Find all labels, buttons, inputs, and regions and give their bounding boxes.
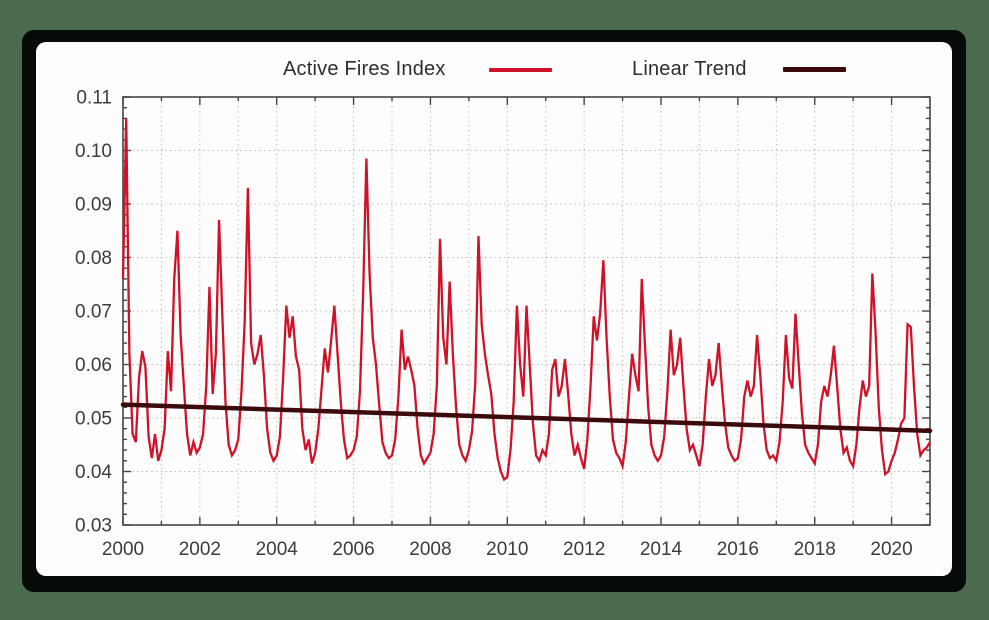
x-axis-tick-label: 2002 [179,539,221,560]
y-axis-tick-label: 0.10 [75,141,112,162]
active-fires-index-line [121,118,931,482]
legend-label-active-fires: Active Fires Index [283,58,446,80]
y-axis-tick-label: 0.08 [75,248,112,269]
x-axis-tick-label: 2020 [870,539,912,560]
x-axis-tick-label: 2000 [102,539,144,560]
x-axis-tick-label: 2008 [409,539,451,560]
y-axis-tick-label: 0.07 [75,302,112,323]
y-axis-tick-label: 0.04 [75,462,112,483]
x-axis-tick-label: 2018 [794,539,836,560]
y-axis-tick-label: 0.11 [76,88,112,109]
x-axis-tick-label: 2004 [256,539,299,560]
active-fires-line-swatch [488,67,552,72]
plot-border [122,96,931,526]
y-axis-tick-label: 0.06 [75,355,112,376]
y-axis-tick-label: 0.09 [75,195,112,216]
legend-label-linear-trend: Linear Trend [632,58,747,80]
plot-svg: 2000 2002 2004 2006 2008 2010 2012 2014 2016 2018… [75,88,933,560]
legend-item-linear-trend: Linear Trend [632,58,846,81]
legend-item-active-fires: Active Fires Index [283,58,552,81]
y-axis-tick-label: 0.05 [75,409,112,430]
x-axis-tick-label: 2014 [640,539,683,560]
x-axis-tick-label: 2010 [486,539,528,560]
linear-trend-line [120,402,933,434]
x-axis-tick-label: 2016 [717,539,759,560]
chart-card: Active Fires Index Linear Trend 2000 2002… [36,42,952,576]
x-axis-tick-label: 2006 [332,539,374,560]
y-axis-tick-label: 0.03 [75,516,112,537]
linear-trend-line-swatch [782,67,846,72]
x-axis-tick-label: 2012 [563,539,605,560]
